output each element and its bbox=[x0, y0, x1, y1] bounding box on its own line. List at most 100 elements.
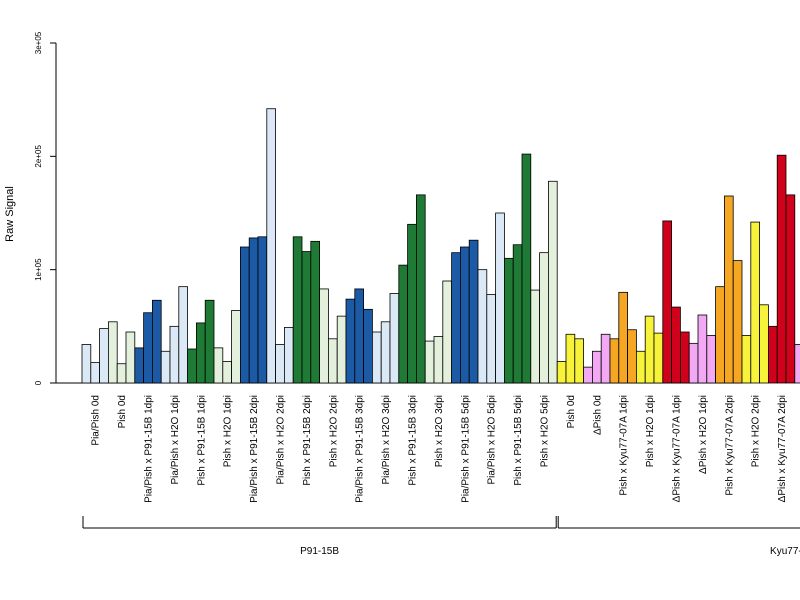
category-label: Pish x P91-15B 1dpi bbox=[196, 395, 207, 486]
category-label: Pish x Kyu77-07A 2dpi bbox=[724, 395, 735, 496]
bar bbox=[283, 327, 294, 384]
bar bbox=[90, 362, 101, 384]
bar bbox=[310, 240, 320, 384]
bar bbox=[548, 180, 558, 384]
y-tick-label: 1e+05 bbox=[34, 258, 43, 281]
bar bbox=[169, 325, 180, 384]
bar bbox=[794, 344, 800, 384]
y-tick-label: 2e+05 bbox=[34, 145, 43, 168]
bar bbox=[653, 332, 664, 384]
bar bbox=[503, 257, 514, 384]
category-label: Pish x H2O 2dpi bbox=[751, 395, 762, 467]
bar bbox=[204, 299, 215, 384]
bar bbox=[644, 315, 655, 384]
bar bbox=[195, 322, 206, 384]
bar bbox=[415, 194, 426, 384]
bar bbox=[380, 321, 391, 384]
category-label: Pish x P91-15B 5dpi bbox=[513, 395, 524, 486]
bar bbox=[706, 334, 716, 384]
category-label: Pish x Kyu77-07A 1dpi bbox=[619, 395, 630, 496]
category-label: Pish 0d bbox=[117, 395, 128, 428]
bar bbox=[398, 264, 408, 384]
group-brackets: P91-15B Kyu77-07A bbox=[82, 516, 800, 557]
bar bbox=[187, 348, 197, 384]
bar bbox=[574, 338, 584, 384]
bar bbox=[662, 220, 672, 384]
bar bbox=[151, 299, 162, 384]
category-label: Pish x H2O 3dpi bbox=[434, 395, 445, 467]
bar bbox=[160, 350, 171, 384]
bar bbox=[636, 350, 646, 384]
bar bbox=[407, 223, 417, 384]
y-axis: 0 1e+05 2e+05 3e+05 bbox=[34, 31, 57, 385]
category-label: Pia/Pish x P91-15B 5dpi bbox=[460, 395, 471, 503]
bar bbox=[363, 308, 373, 384]
category-label: Pia/Pish 0d bbox=[91, 395, 102, 446]
bar bbox=[371, 331, 382, 384]
category-label: ΔPish 0d bbox=[592, 395, 603, 435]
bar bbox=[257, 236, 268, 384]
bar bbox=[292, 236, 303, 384]
y-tick-label: 3e+05 bbox=[34, 31, 43, 54]
bar bbox=[275, 344, 285, 384]
bar bbox=[759, 304, 769, 384]
bar bbox=[512, 244, 523, 384]
bar bbox=[539, 252, 549, 384]
bar bbox=[319, 288, 329, 384]
bar bbox=[688, 342, 699, 384]
bar bbox=[477, 269, 488, 384]
bar bbox=[231, 310, 241, 384]
category-label: Pish x H2O 5dpi bbox=[540, 395, 551, 467]
bar bbox=[222, 361, 233, 384]
bar bbox=[556, 361, 567, 384]
bar bbox=[768, 325, 778, 384]
group-label: Kyu77-07A bbox=[770, 546, 800, 557]
bar bbox=[486, 294, 496, 384]
bars bbox=[81, 108, 800, 384]
bar bbox=[301, 251, 312, 384]
category-label: Pia/Pish x H2O 3dpi bbox=[381, 395, 392, 485]
bar bbox=[741, 334, 752, 384]
bar bbox=[433, 336, 444, 384]
bar bbox=[354, 288, 364, 384]
category-label: Pia/Pish x P91-15B 1dpi bbox=[144, 395, 155, 503]
bar bbox=[495, 212, 505, 384]
bar bbox=[468, 239, 479, 384]
bar bbox=[213, 347, 224, 384]
bar bbox=[451, 252, 461, 384]
bar bbox=[248, 237, 259, 384]
bar bbox=[178, 286, 189, 384]
bar bbox=[680, 331, 690, 384]
bar bbox=[697, 314, 708, 384]
category-label: Pia/Pish x P91-15B 2dpi bbox=[249, 395, 260, 503]
bar bbox=[724, 195, 734, 384]
bar bbox=[143, 312, 153, 384]
bar bbox=[609, 338, 620, 384]
bar bbox=[327, 338, 338, 384]
category-label: Pia/Pish x H2O 2dpi bbox=[276, 395, 287, 485]
bar bbox=[459, 246, 470, 384]
bar bbox=[750, 221, 760, 384]
bar bbox=[627, 329, 637, 384]
category-label: Pish x P91-15B 2dpi bbox=[302, 395, 313, 486]
bar bbox=[336, 315, 347, 384]
y-axis-title: Raw Signal bbox=[4, 186, 16, 242]
bar bbox=[715, 286, 725, 384]
bar bbox=[442, 280, 452, 384]
category-label: Pish x H2O 1dpi bbox=[223, 395, 234, 467]
category-label: ΔPish x H2O 1dpi bbox=[698, 395, 709, 474]
bar bbox=[99, 328, 109, 384]
category-label: ΔPish x Kyu77-07A 2dpi bbox=[777, 395, 788, 502]
bar bbox=[583, 366, 593, 384]
category-label: ΔPish x Kyu77-07A 1dpi bbox=[672, 395, 683, 502]
bar bbox=[81, 344, 92, 384]
bar bbox=[424, 340, 435, 384]
bar bbox=[239, 246, 250, 384]
bar bbox=[618, 291, 628, 384]
bar bbox=[732, 260, 743, 384]
bar bbox=[565, 333, 576, 384]
category-label: Pish 0d bbox=[566, 395, 577, 428]
category-label: Pia/Pish x H2O 1dpi bbox=[170, 395, 181, 485]
bar bbox=[108, 321, 118, 384]
